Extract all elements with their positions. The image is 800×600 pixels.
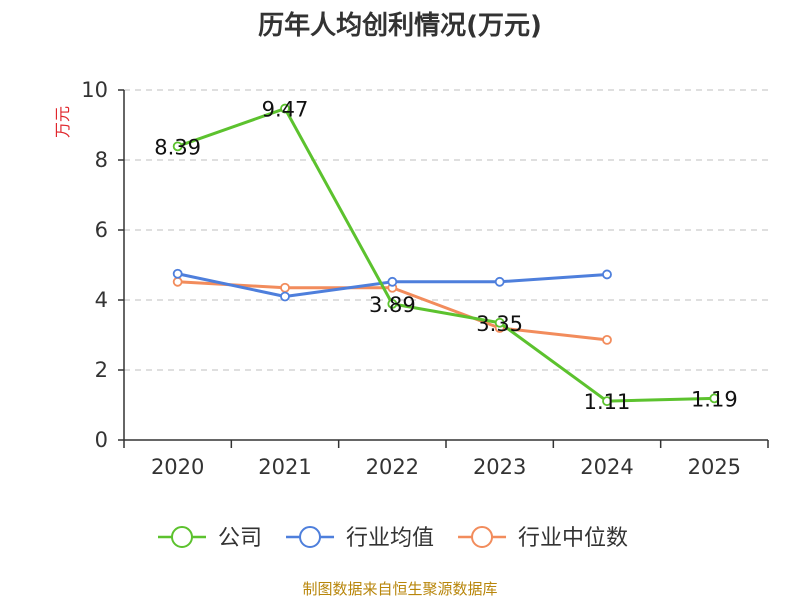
data-point: [172, 268, 183, 279]
data-label: 3.89: [369, 293, 416, 317]
data-point: [280, 291, 290, 302]
y-tick-label: 10: [81, 78, 108, 102]
data-point: [280, 282, 290, 293]
y-tick-label: 2: [95, 358, 108, 382]
data-label: 8.39: [154, 135, 201, 159]
data-label: 1.11: [584, 390, 631, 414]
legend-marker: [171, 526, 193, 548]
legend-label: 行业中位数: [518, 526, 628, 551]
gridlines: [124, 89, 768, 371]
legend-item[interactable]: 行业中位数: [458, 526, 628, 551]
legend-item[interactable]: 公司: [158, 526, 262, 551]
x-tick-label: 2022: [366, 455, 419, 479]
data-point: [709, 393, 720, 404]
x-tick-label: 2024: [580, 455, 633, 479]
x-tick-label: 2023: [473, 455, 526, 479]
x-tick-label: 2025: [688, 455, 741, 479]
legend-marker: [471, 526, 494, 548]
x-tick-label: 2021: [258, 455, 311, 479]
legend-label: 行业均值: [346, 526, 434, 551]
y-tick-label: 6: [95, 218, 108, 242]
data-point: [602, 396, 612, 407]
data-point: [602, 269, 612, 280]
data-point: [387, 276, 398, 287]
legend-label: 公司: [218, 526, 262, 551]
data-point: [494, 276, 505, 287]
y-axis-label: 万元: [53, 106, 72, 138]
axes: 0 2 4 6 8 10 2020 2021 2022 2023 2024 2025: [81, 78, 769, 479]
y-tick-label: 0: [95, 428, 108, 452]
legend-marker: [299, 526, 322, 548]
series-group: [172, 103, 720, 407]
source-note: 制图数据来自恒生聚源数据库: [302, 580, 497, 598]
data-point: [172, 141, 183, 152]
data-point: [387, 298, 398, 309]
data-label: 3.35: [476, 312, 523, 336]
series-line: [177, 107, 715, 403]
chart-title: 历年人均创利情况(万元): [258, 10, 542, 41]
data-point: [494, 317, 505, 328]
data-label: 1.19: [691, 387, 738, 411]
x-tick-label: 2020: [151, 455, 204, 479]
y-tick-label: 8: [95, 148, 108, 172]
legend[interactable]: 公司 行业均值 行业中位数: [158, 526, 628, 551]
data-label: 9.47: [262, 98, 309, 122]
data-point: [602, 334, 612, 345]
legend-item[interactable]: 行业均值: [286, 526, 434, 551]
data-point: [280, 103, 290, 114]
data-point: [172, 276, 183, 287]
data-labels: 8.39 9.47 3.89 3.35 1.11 1.19: [154, 98, 737, 415]
y-tick-label: 4: [95, 288, 108, 312]
